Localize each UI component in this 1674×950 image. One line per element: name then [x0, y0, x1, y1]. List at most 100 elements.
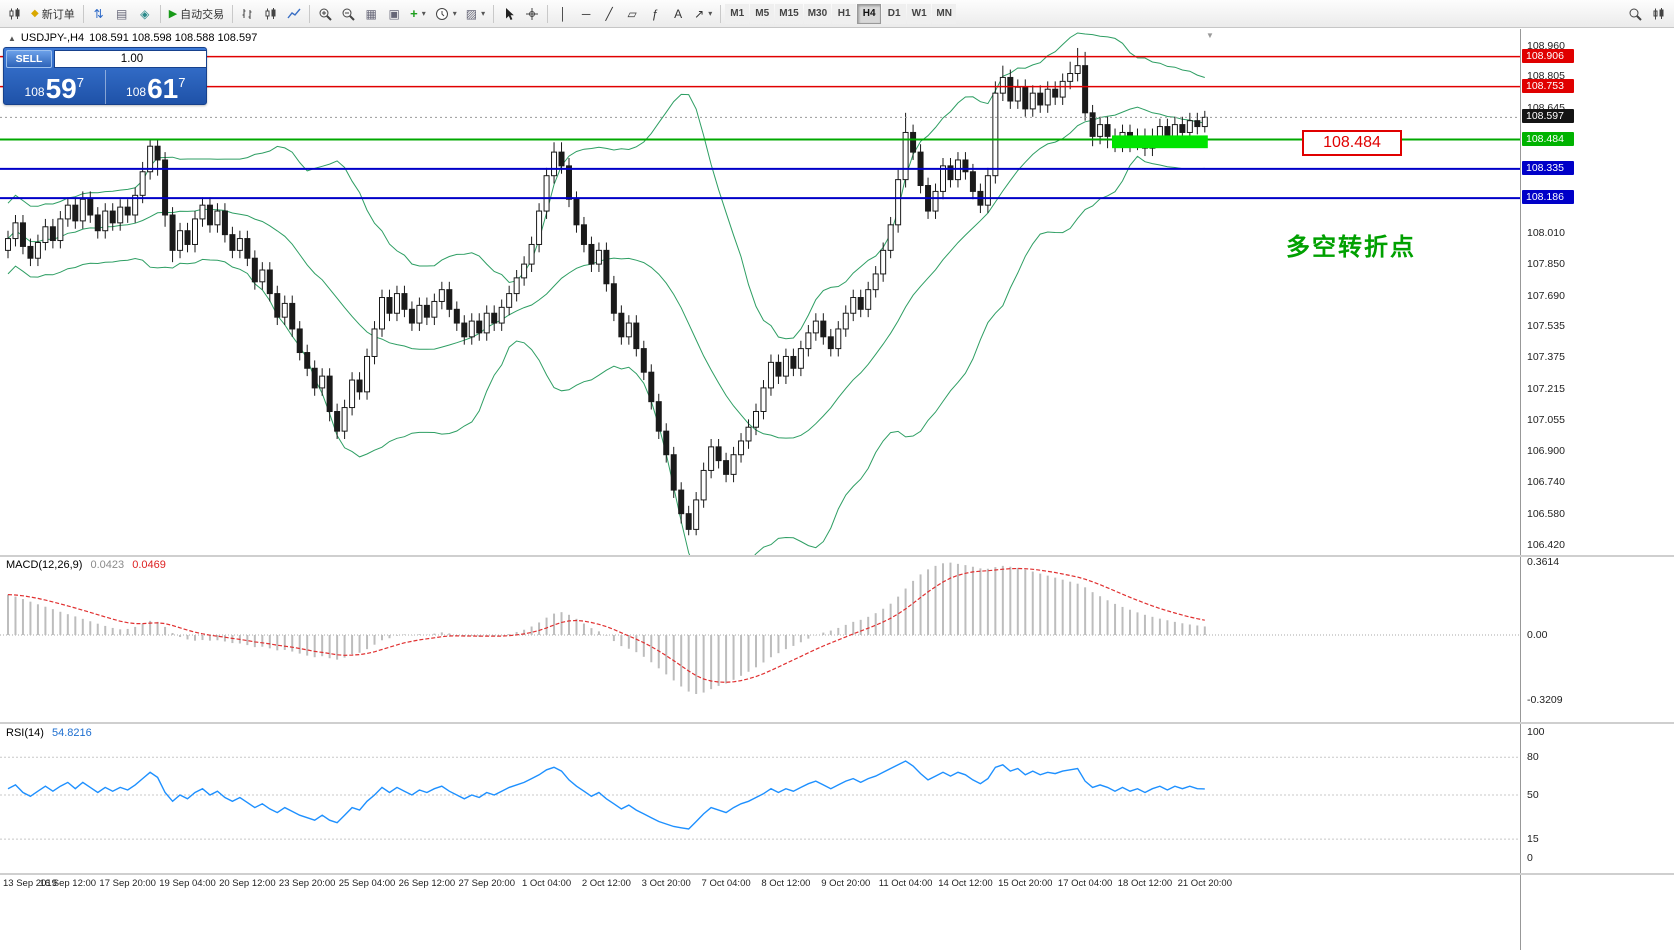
toolbar: ◆ 新订单 ⇅ ▤ ◈ ▶ 自动交易 ▦ ▣ + ▾ ▾ ▨ ▾ [0, 0, 1674, 28]
templates-button[interactable]: ▨ ▾ [462, 3, 489, 25]
chart-canvas[interactable] [0, 29, 1674, 950]
sell-price-sup: 7 [76, 75, 84, 90]
data-window-button[interactable]: ▤ [111, 3, 133, 25]
autotrading-button[interactable]: ▶ 自动交易 [165, 3, 228, 25]
crosshair-button[interactable] [521, 3, 543, 25]
chart-bars-button[interactable] [237, 3, 259, 25]
vertical-line-icon: │ [559, 6, 567, 21]
new-order-button[interactable]: ◆ 新订单 [27, 3, 79, 25]
price-badge[interactable]: 108.484 [1522, 131, 1574, 146]
search-button[interactable] [1624, 3, 1646, 25]
grid-toggle-button[interactable]: ▦ [360, 3, 382, 25]
timeframe-m5[interactable]: M5 [750, 3, 775, 24]
chart-line-button[interactable] [283, 3, 305, 25]
grid-icon: ▦ [365, 6, 377, 21]
price-badge[interactable]: 108.597 [1522, 109, 1574, 124]
timeframe-m15[interactable]: M15 [775, 3, 803, 24]
volume-input[interactable] [54, 50, 206, 68]
turning-point-annotation[interactable]: 多空转折点 [1286, 234, 1416, 261]
cursor-icon [506, 7, 514, 20]
macd-tick-label: -0.3209 [1527, 693, 1563, 706]
time-label: 21 Oct 20:00 [1177, 878, 1232, 889]
zoom-out-button[interactable] [337, 3, 359, 25]
autotrading-play-icon: ▶ [168, 8, 178, 20]
price-badge[interactable]: 108.186 [1522, 190, 1574, 205]
chevron-down-icon: ▾ [452, 9, 457, 18]
zoom-in-icon [319, 8, 332, 21]
timeframe-mn[interactable]: MN [932, 3, 957, 24]
candlestick-series [5, 47, 1208, 536]
time-label: 16 Sep 12:00 [39, 878, 97, 889]
new-chart-button[interactable] [4, 3, 26, 25]
price-badge[interactable]: 108.335 [1522, 160, 1574, 175]
time-label: 14 Oct 12:00 [938, 878, 993, 889]
buy-price[interactable]: 108 61 7 [106, 70, 207, 104]
panel-resize-divider[interactable] [0, 722, 1674, 724]
time-label: 13 Sep 2019 [3, 878, 57, 889]
buy-price-sup: 7 [178, 75, 186, 90]
cursor-button[interactable] [498, 3, 520, 25]
timeframe-m30[interactable]: M30 [803, 3, 832, 24]
macd-main-value: 0.0423 [90, 559, 125, 571]
chevron-down-icon: ▾ [708, 9, 713, 18]
zoom-in-button[interactable] [314, 3, 336, 25]
channel-icon: ▱ [627, 6, 637, 21]
time-axis[interactable]: 13 Sep 2019 16 Sep 12:00 17 Sep 20:00 19 Se… [0, 876, 1520, 894]
macd-name: MACD(12,26,9) [6, 559, 83, 571]
highlight-rectangle[interactable] [1112, 135, 1208, 149]
time-label: 1 Oct 04:00 [521, 878, 572, 889]
indicators-button[interactable]: + ▾ [406, 3, 430, 25]
price-tick-label: 108.010 [1527, 226, 1565, 239]
market-watch-button[interactable]: ⇅ [88, 3, 110, 25]
price-tick-label: 107.055 [1527, 414, 1565, 427]
arrow-tool-button[interactable]: ↗ ▾ [690, 3, 716, 25]
buy-price-prefix: 108 [126, 85, 147, 99]
vline-tool-button[interactable]: │ [552, 3, 574, 25]
toolbar-separator [159, 4, 161, 23]
time-label: 3 Oct 20:00 [641, 878, 691, 889]
periods-button[interactable]: ▾ [431, 3, 461, 25]
volume-control: ▲ ▼ [54, 50, 206, 68]
rsi-value: 54.8216 [51, 727, 92, 739]
navigator-button[interactable]: ◈ [134, 3, 156, 25]
rsi-tick-label: 15 [1527, 833, 1539, 846]
price-annotation-box[interactable]: 108.484 [1302, 130, 1402, 156]
timeframe-d1[interactable]: D1 [882, 3, 907, 24]
new-order-label: 新订单 [41, 8, 75, 21]
one-click-collapse-icon[interactable]: ▲ [8, 33, 16, 43]
tile-windows-button[interactable]: ▣ [383, 3, 405, 25]
fibonacci-tool-button[interactable]: ƒ [644, 3, 666, 25]
time-label: 8 Oct 12:00 [761, 878, 811, 889]
price-tick-label: 106.900 [1527, 444, 1565, 457]
crosshair-icon [526, 7, 539, 20]
timeframe-w1[interactable]: W1 [907, 3, 932, 24]
chevron-down-icon: ▾ [421, 9, 426, 18]
rsi-panel-label: RSI(14) 54.8216 [6, 727, 92, 739]
price-badge[interactable]: 108.906 [1522, 48, 1574, 63]
timeframe-h4[interactable]: H4 [857, 3, 882, 24]
text-tool-button[interactable]: A [667, 3, 689, 25]
sell-button[interactable]: SELL [6, 50, 52, 68]
chart-window-button[interactable] [1648, 3, 1670, 25]
templates-icon: ▨ [465, 6, 478, 21]
toolbar-separator [547, 4, 549, 23]
timeframe-m1[interactable]: M1 [725, 3, 750, 24]
timeframe-h1[interactable]: H1 [832, 3, 857, 24]
chart-candles-button[interactable] [260, 3, 282, 25]
price-axis[interactable]: 108.960 108.805 108.645 108.010 107.850 107.6… [1520, 29, 1674, 950]
price-badge[interactable]: 108.753 [1522, 78, 1574, 93]
macd-tick-label: 0.00 [1527, 629, 1548, 641]
line-chart-icon [287, 8, 301, 18]
sell-price[interactable]: 108 59 7 [4, 70, 106, 104]
chevron-down-icon: ▾ [481, 9, 486, 18]
chart-shift-marker-icon[interactable]: ▼ [1206, 31, 1214, 40]
panel-resize-divider[interactable] [0, 555, 1674, 557]
channel-tool-button[interactable]: ▱ [621, 3, 643, 25]
hline-tool-button[interactable]: ─ [575, 3, 597, 25]
tile-windows-icon: ▣ [388, 6, 400, 21]
trendline-icon: ╱ [605, 6, 613, 21]
candlestick-chart-icon [265, 7, 276, 19]
toolbar-separator [82, 4, 84, 23]
panel-resize-divider[interactable] [0, 873, 1674, 875]
trendline-tool-button[interactable]: ╱ [598, 3, 620, 25]
